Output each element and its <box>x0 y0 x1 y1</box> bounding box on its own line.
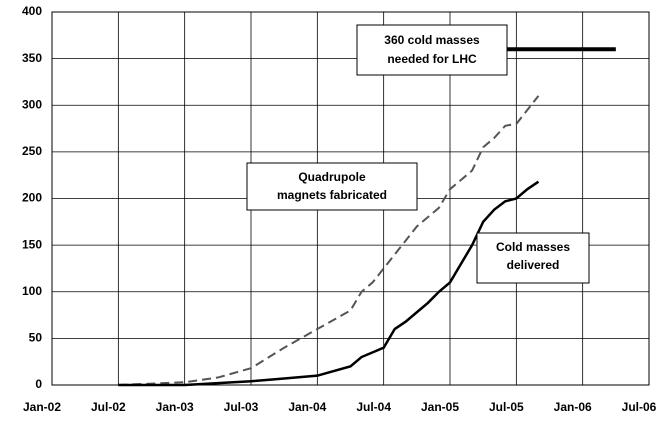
line <box>118 95 540 386</box>
x-tick-label: Jul-04 <box>356 400 391 414</box>
label-box <box>476 232 590 284</box>
annotation: needed for LHC <box>387 52 477 66</box>
label-box <box>356 24 508 76</box>
label-box <box>246 162 418 211</box>
x-tick-label: Jan-03 <box>156 400 194 414</box>
x-tick-label: Jul-05 <box>489 400 524 414</box>
y-tick-label: 200 <box>22 191 42 205</box>
y-tick-label: 300 <box>22 97 42 111</box>
series-label: delivered <box>507 258 560 272</box>
x-tick-label: Jul-06 <box>622 400 657 414</box>
x-tick-label: Jan-06 <box>554 400 592 414</box>
y-tick-label: 100 <box>22 284 42 298</box>
y-tick-label: 0 <box>35 377 42 391</box>
series-label: magnets fabricated <box>277 188 387 202</box>
y-tick-label: 250 <box>22 144 42 158</box>
line <box>118 180 540 387</box>
annotation: 360 cold masses <box>384 33 480 47</box>
series-label: Quadrupole <box>298 170 366 184</box>
y-tick-label: 350 <box>22 51 42 65</box>
x-tick-label: Jan-04 <box>288 400 326 414</box>
series-label: Cold masses <box>496 240 570 254</box>
y-tick-label: 150 <box>22 237 42 251</box>
x-tick-label: Jan-05 <box>421 400 459 414</box>
y-tick-label: 400 <box>22 4 42 18</box>
y-tick-label: 50 <box>29 331 43 345</box>
x-tick-label: Jan-02 <box>23 400 61 414</box>
x-tick-label: Jul-02 <box>91 400 126 414</box>
x-tick-label: Jul-03 <box>224 400 259 414</box>
